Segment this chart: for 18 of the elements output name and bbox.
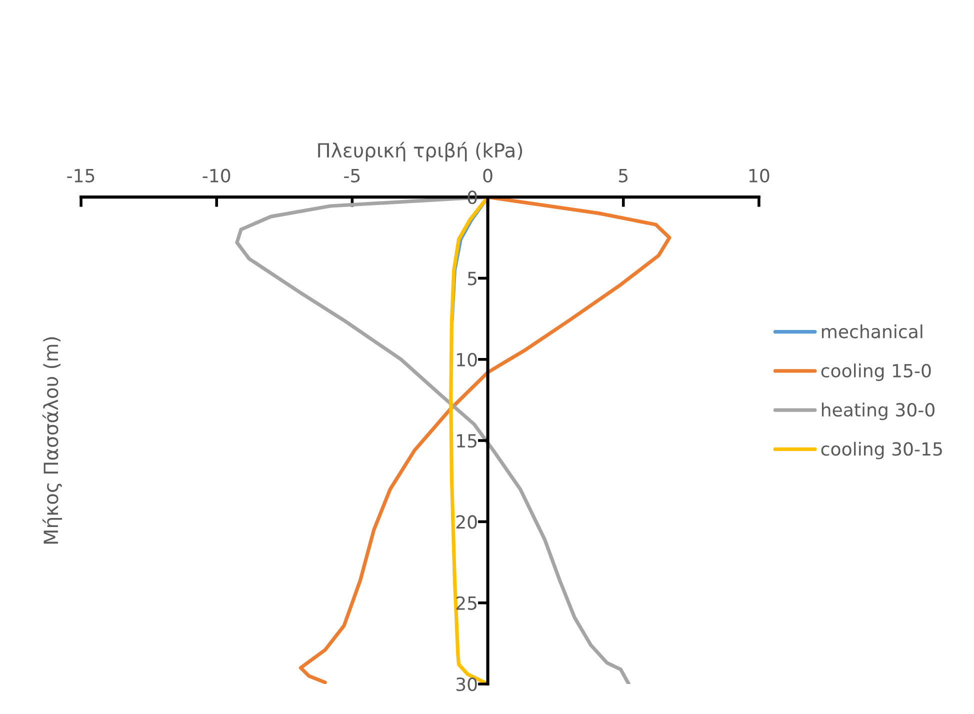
legend-label: cooling 30-15 <box>821 442 942 460</box>
x-tick-label: 0 <box>483 168 492 182</box>
y-tick-label: 10 <box>457 352 477 366</box>
y-tick-label: 30 <box>456 677 477 692</box>
x-tick-label: -10 <box>202 168 230 182</box>
y-tick-label: 15 <box>457 434 476 448</box>
legend-label: heating 30-0 <box>822 402 934 420</box>
x-tick-label: -15 <box>67 169 94 182</box>
y-axis-title: Μήκος Πασσάλου (m) <box>42 337 62 544</box>
y-tick-label: 20 <box>456 515 477 529</box>
y-tick-label: 5 <box>468 272 476 286</box>
legend-label: mechanical <box>822 324 922 338</box>
x-axis-title: Πλευρική τριβή (kPa) <box>318 142 522 162</box>
legend-label: cooling 15-0 <box>821 364 931 382</box>
y-tick-label: 0 <box>468 190 477 204</box>
x-tick-label: -5 <box>344 169 360 182</box>
x-tick-label: 5 <box>619 169 628 182</box>
x-tick-label: 10 <box>749 168 770 182</box>
